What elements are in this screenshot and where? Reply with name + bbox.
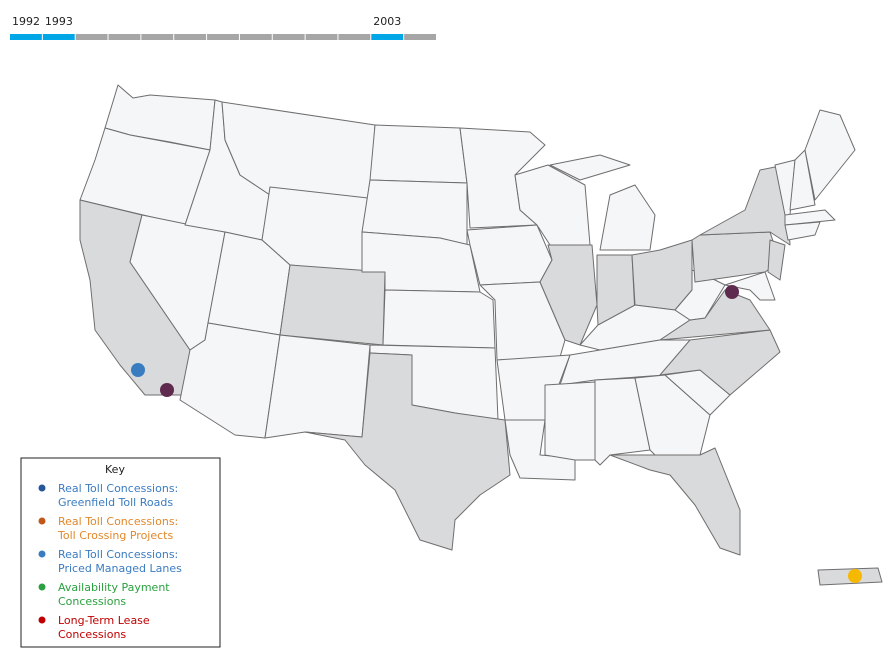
key: Key Real Toll Concessions:Greenfield Tol… (20, 457, 221, 648)
timeline-segment[interactable] (174, 34, 207, 40)
timeline-segment[interactable] (371, 34, 404, 40)
timeline-segment[interactable] (141, 34, 174, 40)
timeline-year: 2003 (373, 15, 401, 28)
key-label: Priced Managed Lanes (58, 562, 182, 575)
timeline-segment[interactable] (10, 34, 42, 40)
key-label: Concessions (58, 628, 126, 641)
key-dot (38, 550, 46, 558)
timeline-segment[interactable] (75, 34, 108, 40)
project-markers (131, 285, 862, 583)
timeline: 1992 1993 2003 (10, 15, 436, 40)
key-label: Real Toll Concessions: (58, 482, 178, 495)
key-dot (38, 484, 46, 492)
timeline-year: 1993 (45, 15, 73, 28)
key-label: Real Toll Concessions: (58, 548, 178, 561)
timeline-segment[interactable] (108, 34, 141, 40)
timeline-segment[interactable] (272, 34, 305, 40)
project-marker[interactable] (131, 363, 145, 377)
project-marker[interactable] (725, 285, 739, 299)
timeline-segment[interactable] (338, 34, 371, 40)
key-label: Long-Term Lease (58, 614, 150, 627)
timeline-segment[interactable] (239, 34, 272, 40)
key-label: Toll Crossing Projects (57, 529, 173, 542)
timeline-segment[interactable] (305, 34, 338, 40)
key-dot (38, 517, 46, 525)
key-label: Availability Payment (58, 581, 170, 594)
key-title: Key (105, 463, 125, 476)
key-dot (38, 616, 46, 624)
project-marker[interactable] (160, 383, 174, 397)
key-label: Greenfield Toll Roads (58, 496, 173, 509)
key-box (20, 457, 221, 648)
us-map (79, 84, 883, 586)
timeline-segment[interactable] (404, 34, 436, 40)
key-dot (38, 583, 46, 591)
timeline-segment[interactable] (42, 34, 75, 40)
timeline-segment[interactable] (207, 34, 239, 40)
key-label: Real Toll Concessions: (58, 515, 178, 528)
project-marker[interactable] (848, 569, 862, 583)
timeline-year: 1992 (12, 15, 40, 28)
key-label: Concessions (58, 595, 126, 608)
